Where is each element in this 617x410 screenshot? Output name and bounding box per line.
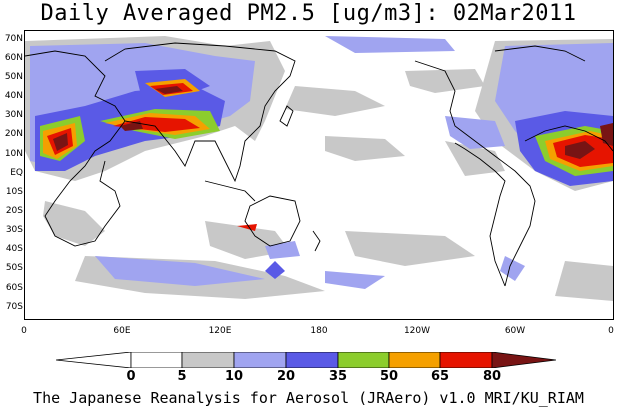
lat-label-30s: 30S xyxy=(5,225,23,235)
lat-label-eq: EQ xyxy=(10,168,23,178)
pm25-map xyxy=(24,30,614,320)
colorbar-segment-50-65 xyxy=(388,352,441,368)
colorbar-label-50: 50 xyxy=(379,369,399,384)
lat-label-70s: 70S xyxy=(5,302,23,312)
colorbar-segment-5-10 xyxy=(181,352,235,368)
lat-label-10n: 10N xyxy=(4,149,23,159)
colorbar-label-65: 65 xyxy=(430,369,450,384)
lat-label-50s: 50S xyxy=(5,263,23,273)
colorbar-segment-above-80 xyxy=(491,352,556,368)
lon-label-180: 180 xyxy=(310,326,328,336)
lon-label-120w: 120W xyxy=(403,326,431,336)
colorbar-label-0: 0 xyxy=(126,369,136,384)
colorbar-segment-0-5 xyxy=(130,352,183,368)
lat-label-20s: 20S xyxy=(5,206,23,216)
colorbar-segment-65-80 xyxy=(439,352,493,368)
lat-label-40n: 40N xyxy=(4,91,23,101)
lon-label-0-east: 0 xyxy=(608,326,614,336)
coastlines xyxy=(25,42,613,287)
lon-label-0-west: 0 xyxy=(21,326,27,336)
lat-label-40s: 40S xyxy=(5,244,23,254)
lat-label-20n: 20N xyxy=(4,129,23,139)
map-title: Daily Averaged PM2.5 [ug/m3]: 02Mar2011 xyxy=(40,1,577,26)
colorbar-segment-below-0 xyxy=(56,352,132,368)
colorbar-label-5: 5 xyxy=(177,369,187,384)
colorbar-segment-35-50 xyxy=(337,352,390,368)
lon-label-120e: 120E xyxy=(208,326,232,336)
colorbar-label-10: 10 xyxy=(224,369,244,384)
lat-label-70n: 70N xyxy=(4,34,23,44)
lat-label-10s: 10S xyxy=(5,187,23,197)
colorbar-segment-20-35 xyxy=(285,352,339,368)
footer-credit: The Japanese Reanalysis for Aerosol (JRA… xyxy=(33,389,584,407)
lon-label-60e: 60E xyxy=(113,326,131,336)
colorbar-label-20: 20 xyxy=(276,369,296,384)
lat-label-60s: 60S xyxy=(5,283,23,293)
colorbar-segment-10-20 xyxy=(233,352,287,368)
colorbar-label-35: 35 xyxy=(328,369,348,384)
lat-label-60n: 60N xyxy=(4,53,23,63)
lon-label-60w: 60W xyxy=(504,326,526,336)
pm25-level-80-plus xyxy=(53,86,613,159)
colorbar xyxy=(56,352,556,368)
lat-label-50n: 50N xyxy=(4,72,23,82)
lat-label-30n: 30N xyxy=(4,110,23,120)
colorbar-label-80: 80 xyxy=(482,369,502,384)
